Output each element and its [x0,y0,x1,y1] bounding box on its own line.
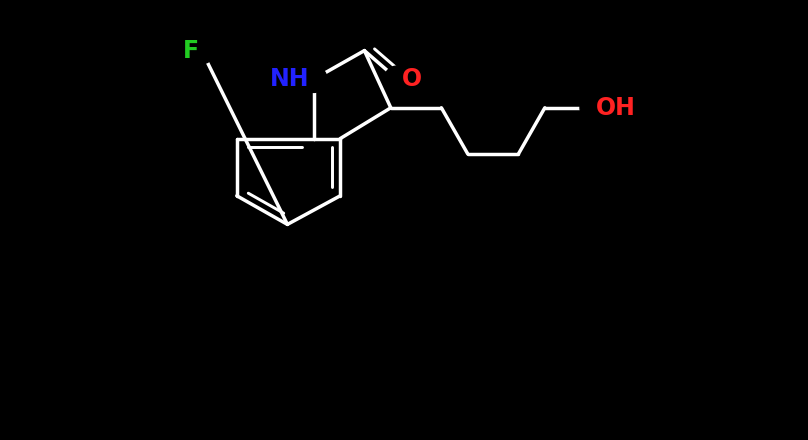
Circle shape [580,95,606,121]
Text: O: O [402,67,422,91]
Circle shape [384,66,410,92]
Text: NH: NH [270,67,309,91]
Text: OH: OH [595,96,635,120]
Circle shape [188,37,215,64]
Circle shape [301,66,327,92]
Text: F: F [183,39,200,62]
